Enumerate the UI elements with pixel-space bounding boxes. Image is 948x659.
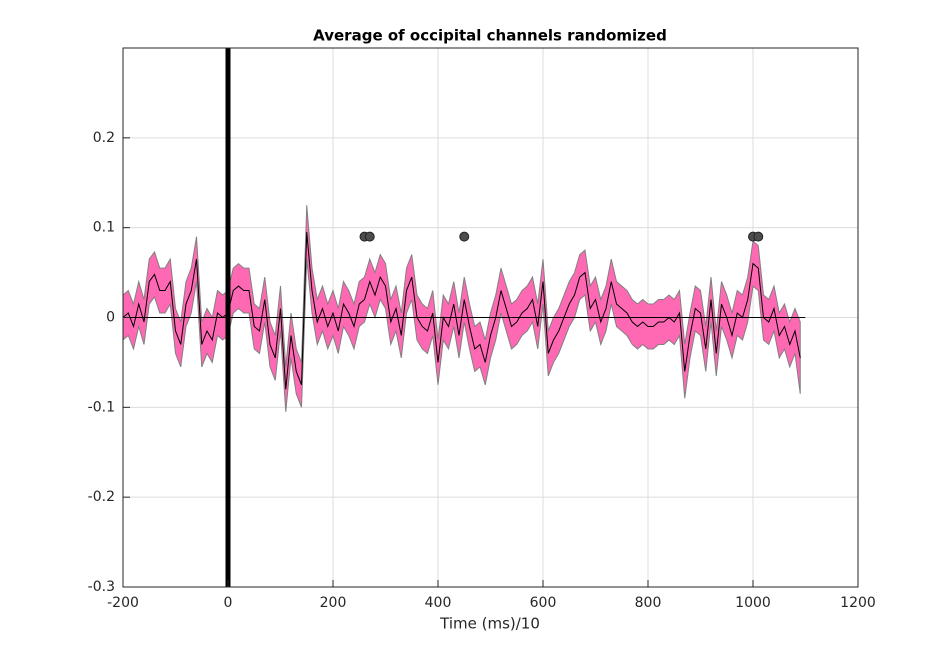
x-tick-label: 400 (425, 595, 452, 611)
x-axis-label: Time (ms)/10 (439, 615, 540, 633)
significance-marker (753, 231, 764, 242)
y-tick-label: 0 (106, 310, 115, 326)
x-tick-label: 800 (635, 595, 662, 611)
y-tick-label: -0.3 (88, 579, 115, 595)
significance-marker (459, 231, 470, 242)
significance-marker (364, 231, 375, 242)
error-band (122, 205, 801, 412)
x-tick-label: 0 (224, 595, 233, 611)
x-tick-label: 1200 (840, 595, 876, 611)
x-tick-label: -200 (107, 595, 139, 611)
y-tick-label: -0.2 (88, 489, 115, 505)
x-tick-label: 200 (320, 595, 347, 611)
x-tick-label: 600 (530, 595, 557, 611)
chart-title: Average of occipital channels randomized (313, 27, 667, 45)
y-tick-label: 0.2 (93, 130, 115, 146)
x-tick-label: 1000 (735, 595, 771, 611)
mean-line (122, 232, 801, 390)
y-tick-label: -0.1 (88, 399, 115, 415)
y-tick-label: 0.1 (93, 220, 115, 236)
